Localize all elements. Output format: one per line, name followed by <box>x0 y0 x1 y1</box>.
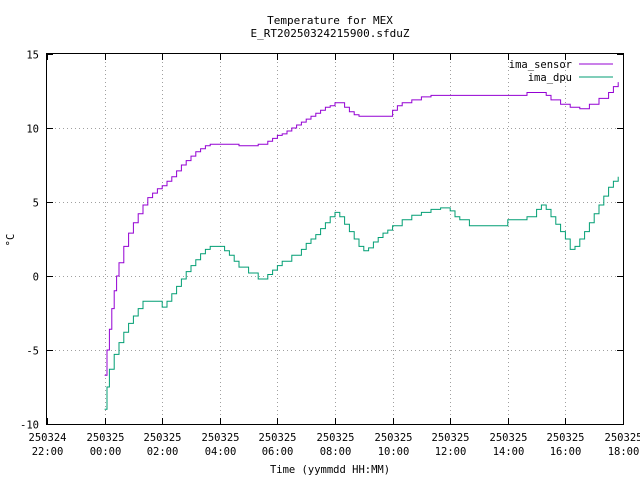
y-tick-label: 5 <box>33 198 39 210</box>
x-tick-label-date: 250325 <box>144 432 182 444</box>
x-tick-label-date: 250325 <box>259 432 297 444</box>
x-tick-label-date: 250325 <box>547 432 585 444</box>
y-axis-label: °C <box>5 234 17 247</box>
series-line-ima_dpu <box>104 176 619 410</box>
x-tick-label-time: 04:00 <box>205 446 237 458</box>
y-tick-label: 0 <box>33 272 39 284</box>
x-tick-label-time: 06:00 <box>262 446 294 458</box>
ticks-layer: -10 -5 0 5 10 15 250324 22:00 250325 00:00 250325 0… <box>20 50 640 459</box>
plot-frame <box>46 53 624 425</box>
series-layer <box>104 82 619 410</box>
x-tick-label-date: 250324 <box>29 432 67 444</box>
x-tick-label-date: 250325 <box>432 432 470 444</box>
x-tick-label-date: 250325 <box>490 432 528 444</box>
x-tick-label-date: 250325 <box>87 432 125 444</box>
chart-title: Temperature for MEX <box>267 14 393 27</box>
x-tick-label-date: 250325 <box>202 432 240 444</box>
y-tick-label: 10 <box>26 124 39 136</box>
x-tick-label-time: 10:00 <box>378 446 410 458</box>
x-tick-label-time: 18:00 <box>608 446 640 458</box>
x-tick-label-time: 00:00 <box>90 446 122 458</box>
x-tick-label-time: 02:00 <box>147 446 179 458</box>
chart-subtitle: E_RT20250324215900.sfduZ <box>251 27 410 40</box>
y-tick-label: 15 <box>26 50 39 62</box>
x-tick-label-time: 12:00 <box>435 446 467 458</box>
x-tick-label-date: 250325 <box>375 432 413 444</box>
y-tick-label: -5 <box>26 346 39 358</box>
legend-label-ima_sensor: ima_sensor <box>509 59 572 71</box>
series-line-ima_sensor <box>104 82 619 376</box>
x-axis-label: Time (yymmdd HH:MM) <box>270 464 390 476</box>
x-tick-label-time: 08:00 <box>320 446 352 458</box>
x-tick-label-time: 16:00 <box>550 446 582 458</box>
x-tick-label-time: 14:00 <box>493 446 525 458</box>
x-tick-label-date: 250325 <box>317 432 355 444</box>
y-tick-label: -10 <box>20 420 39 432</box>
x-tick-label-time: 22:00 <box>32 446 64 458</box>
legend-label-ima_dpu: ima_dpu <box>528 72 572 84</box>
x-tick-label-date: 250325 <box>605 432 640 444</box>
